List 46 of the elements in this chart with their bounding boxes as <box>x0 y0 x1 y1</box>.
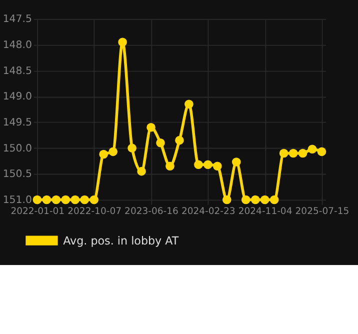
point <box>70 195 80 204</box>
point <box>241 195 250 204</box>
y-tick-label: 150.5 <box>2 169 32 180</box>
point <box>308 144 317 154</box>
point <box>32 195 42 204</box>
x-tick-label: 2022-01-01 <box>10 206 65 218</box>
point <box>137 166 146 176</box>
x-tick-label: 2022-10-07 <box>68 206 122 218</box>
point <box>175 136 184 145</box>
point <box>90 195 98 204</box>
point <box>279 148 288 158</box>
x-tick-label: 2024-11-04 <box>238 206 292 218</box>
x-tick-label: 2025-07-15 <box>295 206 350 218</box>
point <box>232 158 241 166</box>
point <box>317 147 326 156</box>
y-tick-label: 149.0 <box>2 92 32 103</box>
y-tick-label: 147.5 <box>2 14 32 26</box>
y-tick-label: 148.0 <box>2 40 32 51</box>
point <box>99 150 108 159</box>
point <box>80 195 90 204</box>
point <box>250 195 260 204</box>
y-tick-label: 149.5 <box>2 117 32 128</box>
y-tick-label: 151.0 <box>2 194 32 206</box>
point <box>128 144 136 152</box>
point <box>184 100 194 109</box>
point <box>166 162 174 171</box>
point <box>42 195 52 204</box>
point <box>61 195 70 204</box>
point <box>260 195 270 204</box>
point <box>288 148 298 158</box>
point <box>156 138 165 148</box>
point <box>194 160 203 169</box>
point <box>213 162 222 171</box>
legend-label: Avg. pos. in lobby AT <box>63 234 179 248</box>
point <box>222 195 232 204</box>
point <box>204 160 212 169</box>
y-tick-label: 150.0 <box>2 143 32 154</box>
x-tick-label: 2023-06-16 <box>124 206 178 218</box>
point <box>118 38 127 47</box>
point <box>108 147 118 156</box>
point <box>52 195 61 204</box>
x-tick-label: 2024-02-23 <box>181 206 236 218</box>
point <box>298 148 308 158</box>
point <box>146 123 156 132</box>
point <box>270 195 279 204</box>
y-tick-label: 148.5 <box>2 66 32 77</box>
